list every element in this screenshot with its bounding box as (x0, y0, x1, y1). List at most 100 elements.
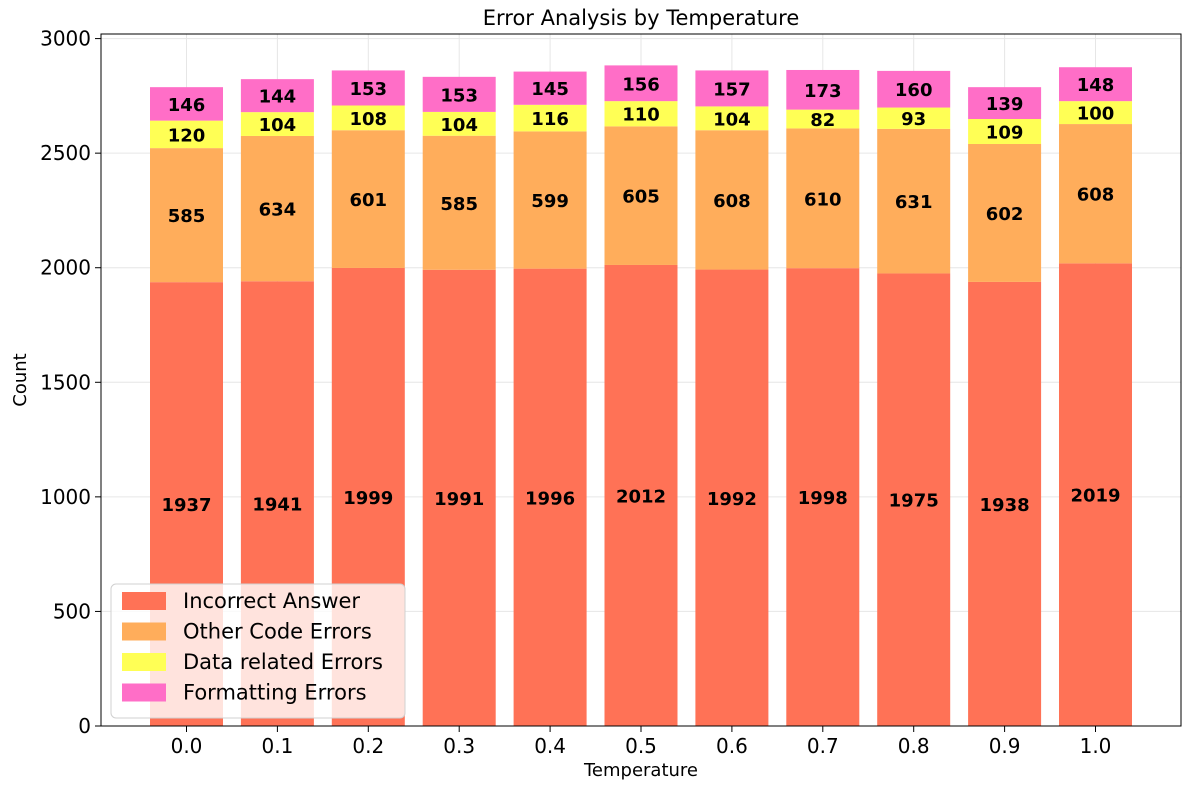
bar-segment (695, 106, 769, 131)
bar-value-label: 610 (804, 189, 842, 210)
bar-segment (1059, 263, 1132, 726)
bar-segment (604, 126, 678, 265)
bar-segment (240, 79, 314, 113)
bar-segment (422, 135, 496, 270)
y-tick-label: 3000 (40, 27, 91, 51)
x-tick-label: 0.0 (171, 734, 203, 758)
bar-segment (513, 131, 587, 269)
bar-segment (1059, 67, 1132, 102)
bars (150, 65, 1132, 726)
x-tick-label: 0.3 (443, 734, 475, 758)
legend-swatch (122, 622, 166, 641)
bar-value-label: 601 (350, 190, 388, 211)
bar-value-label: 585 (440, 194, 478, 215)
bar-value-label: 145 (531, 79, 569, 100)
bar-value-label: 2019 (1070, 486, 1120, 507)
bar-segment (513, 71, 587, 105)
legend-label: Other Code Errors (183, 620, 372, 644)
legend-label: Incorrect Answer (183, 589, 360, 613)
x-axis: 0.0 0.1 0.2 0.3 0.4 0.5 0.6 0.7 0.8 0.9 1.0 (171, 726, 1111, 758)
bar-value-label: 1998 (798, 488, 848, 509)
bar-segment (968, 87, 1042, 120)
bar-segment (786, 268, 860, 726)
legend: Incorrect Answer Other Code Errors Data re… (110, 583, 406, 719)
x-tick-label: 0.2 (352, 734, 384, 758)
bar-value-label: 148 (1077, 75, 1115, 96)
bar-value-label: 599 (531, 191, 569, 212)
x-tick-label: 0.5 (625, 734, 657, 758)
bar-value-label: 116 (531, 109, 569, 130)
bar-value-label: 634 (259, 200, 297, 221)
bar-segment (422, 76, 496, 112)
bar-value-label: 608 (713, 191, 751, 212)
x-tick-label: 0.4 (534, 734, 566, 758)
bar-value-label: 608 (1077, 185, 1115, 206)
bar-labels: 1937 585 120 146 1941 634 104 144 1999 601 108 153 1… (161, 74, 1120, 516)
bar-segment (150, 87, 223, 121)
x-tick-label: 0.8 (898, 734, 930, 758)
bar-value-label: 153 (440, 85, 478, 106)
bar-segment (877, 128, 951, 274)
bar-value-label: 585 (168, 206, 206, 227)
bar-value-label: 82 (810, 110, 835, 131)
bar-value-label: 1937 (161, 495, 211, 516)
legend-swatch (122, 683, 166, 702)
legend-label: Data related Errors (183, 650, 383, 674)
bar-value-label: 93 (901, 109, 926, 130)
bar-segment (240, 135, 314, 282)
bar-value-label: 2012 (616, 486, 666, 507)
y-tick-label: 0 (78, 714, 91, 738)
bar-segment (331, 130, 405, 268)
bar-segment (695, 70, 769, 107)
y-tick-label: 500 (53, 599, 91, 623)
bar-segment (877, 107, 951, 129)
x-tick-label: 0.6 (716, 734, 748, 758)
bar-value-label: 146 (168, 95, 206, 116)
legend-swatch (122, 653, 166, 671)
bar-segment (240, 112, 314, 136)
bar-value-label: 605 (622, 187, 660, 208)
y-tick-label: 2000 (40, 256, 91, 280)
bar-value-label: 104 (259, 115, 297, 136)
bar-value-label: 1941 (252, 495, 302, 516)
y-axis: 0 500 1000 1500 2000 2500 3000 (40, 27, 101, 738)
bar-value-label: 173 (804, 81, 842, 102)
x-axis-title: Temperature (583, 760, 698, 781)
bar-value-label: 100 (1077, 104, 1115, 125)
bar-value-label: 157 (713, 79, 751, 100)
bar-value-label: 1938 (980, 495, 1030, 516)
bar-segment (877, 70, 951, 108)
y-tick-label: 1000 (40, 485, 91, 509)
chart-title: Error Analysis by Temperature (483, 6, 800, 30)
bar-segment (331, 105, 405, 131)
legend-label: Formatting Errors (183, 681, 367, 705)
y-tick-label: 2500 (40, 141, 91, 165)
bar-value-label: 602 (986, 204, 1024, 225)
x-tick-label: 0.7 (807, 734, 839, 758)
bar-value-label: 631 (895, 192, 933, 213)
bar-value-label: 108 (350, 109, 388, 130)
bar-segment (1059, 124, 1132, 264)
bar-value-label: 104 (713, 109, 751, 130)
bar-value-label: 1991 (434, 489, 484, 510)
bar-value-label: 1992 (707, 489, 757, 510)
bar-value-label: 160 (895, 80, 933, 101)
bar-segment (968, 281, 1042, 726)
bar-value-label: 144 (259, 87, 297, 108)
legend-box (110, 583, 406, 719)
bar-value-label: 1996 (525, 488, 575, 509)
bar-value-label: 110 (622, 105, 660, 126)
bar-value-label: 1975 (889, 491, 939, 512)
x-tick-label: 0.9 (989, 734, 1021, 758)
y-axis-title: Count (10, 353, 31, 406)
bar-segment (695, 130, 769, 270)
bar-segment (513, 104, 587, 132)
y-tick-label: 1500 (40, 370, 91, 394)
bar-segment (331, 70, 405, 106)
bar-segment (786, 109, 860, 129)
bar-segment (1059, 101, 1132, 125)
bar-value-label: 104 (440, 115, 478, 136)
bar-segment (695, 269, 769, 726)
bar-value-label: 109 (986, 122, 1024, 143)
bar-value-label: 1999 (343, 488, 393, 509)
